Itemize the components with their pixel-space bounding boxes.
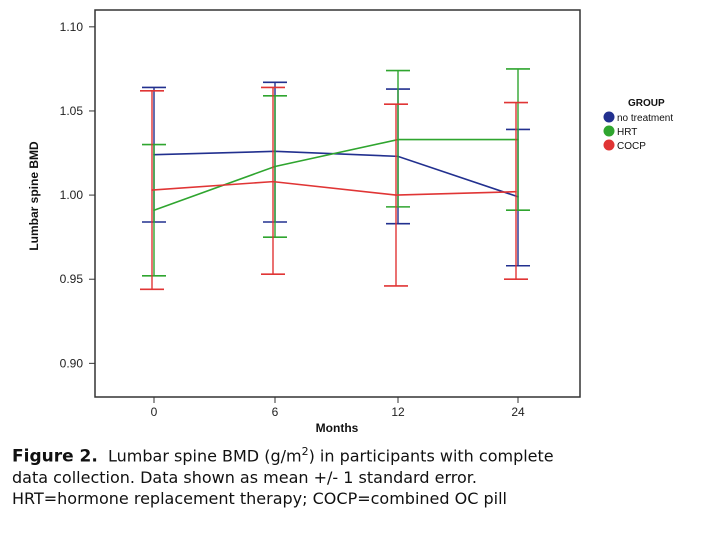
legend: GROUP no treatment HRT COCP [603,98,673,152]
legend-marker [603,125,615,137]
y-tick-label: 1.00 [60,188,84,202]
figure-caption: Figure 2. Lumbar spine BMD (g/m2) in par… [12,441,712,509]
x-tick-label: 24 [511,405,525,419]
legend-title: GROUP [628,98,665,109]
data-point [397,138,399,141]
bmd-line-chart: 0.90 0.95 1.00 1.05 1.10 0 6 12 24 Lumbar spine… [27,9,673,435]
legend-label: HRT [617,127,637,138]
x-tick-label: 0 [151,405,158,419]
x-tick-label: 12 [391,405,405,419]
legend-label: no treatment [617,113,673,124]
data-point [515,190,517,193]
caption-line-3: HRT=hormone replacement therapy; COCP=co… [12,489,507,509]
data-point [153,209,155,212]
legend-marker [603,139,615,151]
caption-line-1: Figure 2. Lumbar spine BMD (g/m2) in par… [12,441,712,467]
caption-text-1b: ) in participants with complete [308,446,554,466]
legend-item: no treatment [603,111,673,124]
y-tick-label: 1.10 [60,20,84,34]
series-cocp [140,86,528,291]
y-tick-label: 0.95 [60,272,84,286]
legend-item: COCP [603,139,646,152]
y-tick-label: 1.05 [60,104,84,118]
data-point [517,138,519,141]
series-line [153,138,518,211]
data-point [395,194,397,196]
legend-marker [603,111,615,123]
series-hrt [142,68,530,277]
x-axis-title: Months [316,421,359,435]
data-point [274,165,276,168]
caption-figure-label: Figure 2. [12,446,98,467]
legend-item: HRT [603,125,637,138]
caption-line-2: data collection. Data shown as mean +/- … [12,468,477,488]
data-point [151,189,153,191]
series-line [151,180,517,196]
series-line [153,150,519,198]
legend-label: COCP [617,141,646,152]
caption-superscript: 2 [301,445,309,458]
y-axis-title: Lumbar spine BMD [27,141,41,251]
plot-area [94,9,581,398]
data-point [272,180,274,183]
x-tick-label: 6 [272,405,279,419]
y-tick-label: 0.90 [60,356,84,370]
caption-text-1a: Lumbar spine BMD (g/m [108,446,302,466]
